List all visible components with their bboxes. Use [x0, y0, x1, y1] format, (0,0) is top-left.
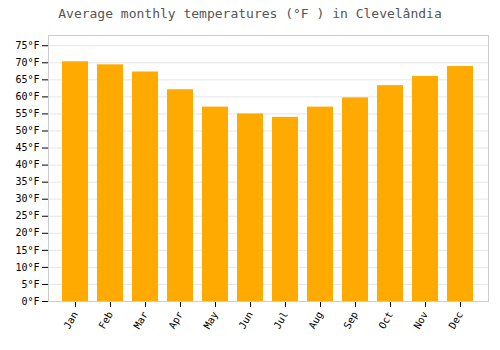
- svg-text:Nov: Nov: [411, 310, 430, 331]
- svg-text:75°F: 75°F: [15, 40, 39, 51]
- svg-text:Apr: Apr: [166, 310, 185, 331]
- svg-text:Oct: Oct: [376, 310, 395, 331]
- svg-text:55°F: 55°F: [15, 108, 39, 119]
- svg-text:Feb: Feb: [96, 310, 115, 331]
- svg-text:0°F: 0°F: [21, 296, 39, 307]
- svg-text:70°F: 70°F: [15, 57, 39, 68]
- svg-text:50°F: 50°F: [15, 125, 39, 136]
- svg-text:25°F: 25°F: [15, 210, 39, 221]
- svg-text:Jun: Jun: [236, 310, 255, 331]
- svg-text:May: May: [201, 310, 220, 331]
- svg-text:45°F: 45°F: [15, 142, 39, 153]
- svg-text:Jan: Jan: [61, 310, 80, 331]
- svg-text:30°F: 30°F: [15, 193, 39, 204]
- svg-text:Aug: Aug: [306, 310, 325, 331]
- svg-text:5°F: 5°F: [21, 279, 39, 290]
- svg-text:Jul: Jul: [271, 310, 290, 331]
- svg-text:20°F: 20°F: [15, 227, 39, 238]
- svg-text:10°F: 10°F: [15, 262, 39, 273]
- html-text:Average monthly temperatures (: Average monthly temperatures (°F ) in Cl…: [58, 6, 442, 21]
- svg-text:60°F: 60°F: [15, 91, 39, 102]
- svg-text:15°F: 15°F: [15, 245, 39, 256]
- svg-text:Mar: Mar: [131, 310, 150, 331]
- svg-text:65°F: 65°F: [15, 74, 39, 85]
- svg-text:35°F: 35°F: [15, 176, 39, 187]
- svg-text:Dec: Dec: [446, 310, 465, 331]
- svg-text:Sep: Sep: [341, 310, 360, 331]
- svg-text:40°F: 40°F: [15, 159, 39, 170]
